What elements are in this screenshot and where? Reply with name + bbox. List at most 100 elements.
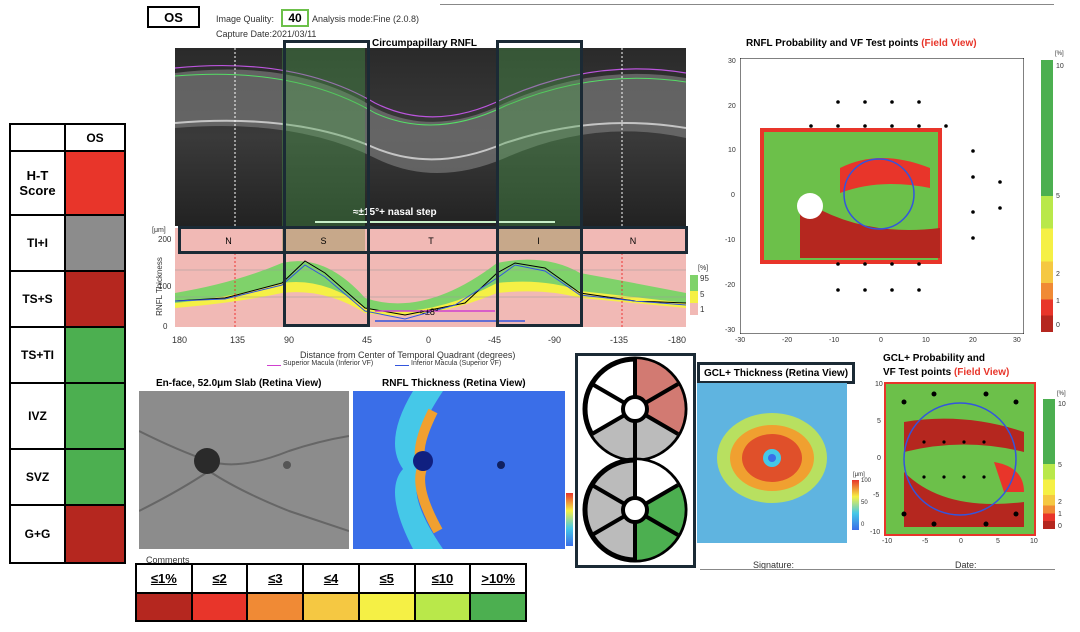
thickness-ytick-200: 200 — [158, 235, 172, 244]
rnfl-prob-xtick-30: 30 — [1013, 337, 1021, 344]
gcl-prob-xtick-0: 0 — [959, 538, 963, 545]
gcl-prob-ytick-neg10: -10 — [870, 529, 881, 536]
header-divider — [440, 4, 1054, 5]
gcl-prob-ytick-neg5: -5 — [873, 492, 880, 499]
gcl-thickness-title-box: GCL+ Thickness (Retina View) — [697, 362, 856, 384]
rnfl-prob-map — [740, 58, 1024, 334]
rnfl-prob-ytick-10: 10 — [728, 147, 736, 154]
quadrant-bar-box — [178, 226, 688, 254]
pct-tick-1: 1 — [700, 305, 705, 314]
gcl-thickness-map — [697, 383, 847, 543]
gcl-prob-scale-10: 10 — [1058, 401, 1066, 408]
score-name-ivz: IVZ — [11, 384, 66, 448]
enface-title: En-face, 52.0μm Slab (Retina View) — [156, 378, 322, 389]
rnfl-thickness-map-title: RNFL Thickness (Retina View) — [382, 378, 526, 389]
score-table: OS H-T Score TI+I TS+S TS+TI IVZ SVZ G+G — [9, 123, 126, 564]
score-name-tsti: TS+TI — [11, 328, 66, 382]
x-tick-neg180: -180 — [668, 335, 687, 345]
bscan-image — [175, 48, 686, 226]
rnfl-prob-xtick-neg10: -10 — [829, 337, 840, 344]
enface-image — [139, 391, 349, 549]
thickness-unit: [μm] — [152, 227, 166, 234]
score-name-svz: SVZ — [11, 450, 66, 504]
gcl-scale-100: 100 — [861, 478, 872, 484]
thickness-ytick-0: 0 — [163, 322, 168, 331]
rnfl-scale-0: 0 — [1056, 322, 1060, 329]
score-table-header: OS — [11, 125, 124, 152]
legend-label-1: ≤1% — [137, 565, 193, 592]
gcl-prob-scale-bar — [1043, 399, 1055, 529]
rnfl-prob-xtick-0: 0 — [879, 337, 883, 344]
score-row-tsti: TS+TI — [11, 328, 124, 384]
score-cell-gg — [66, 506, 124, 562]
gcl-prob-scale-0: 0 — [1058, 523, 1062, 530]
score-cell-svz — [66, 450, 124, 504]
rnfl-prob-ytick-0: 0 — [731, 192, 735, 199]
pct-scale — [690, 275, 698, 315]
score-row-tii: TI+I — [11, 216, 124, 272]
x-tick-neg135: -135 — [610, 335, 629, 345]
legend-swatch-5 — [359, 593, 416, 620]
score-row-tss: TS+S — [11, 272, 124, 328]
score-row-ht: H-T Score — [11, 152, 124, 216]
score-cell-tii — [66, 216, 124, 270]
thickness-xlabel: Distance from Center of Temporal Quadran… — [300, 350, 516, 360]
score-name-ht: H-T Score — [11, 152, 66, 214]
gcl-prob-map — [884, 382, 1036, 536]
score-name-gg: G+G — [11, 506, 66, 562]
legend-swatch-4 — [304, 593, 360, 620]
score-row-gg: G+G — [11, 506, 124, 562]
rnfl-scale-5: 5 — [1056, 193, 1060, 200]
gcl-prob-xtick-neg10: -10 — [882, 538, 893, 545]
rnfl-prob-ytick-20: 20 — [728, 103, 736, 110]
gcl-prob-scale-1: 1 — [1058, 511, 1062, 518]
gcl-thickness-title: GCL+ Thickness (Retina View) — [704, 367, 849, 379]
comments-label: Comments — [146, 555, 190, 565]
signature-label: Signature: — [753, 560, 795, 570]
quadrant-bar: N S T I N — [175, 228, 686, 253]
gcl-prob-xtick-neg5: -5 — [922, 538, 929, 545]
legend-swatch-1 — [137, 593, 193, 620]
gcl-prob-title-1: GCL+ Probability and — [883, 353, 985, 364]
rnfl-prob-xtick-neg20: -20 — [782, 337, 793, 344]
score-name-tii: TI+I — [11, 216, 66, 270]
legend-inferior: Inferior Macula (Superior VF) — [411, 360, 502, 367]
gcl-prob-xtick-5: 5 — [996, 538, 1000, 545]
rnfl-scale-2: 2 — [1056, 271, 1060, 278]
rnfl-prob-xtick-10: 10 — [922, 337, 930, 344]
rnfl-prob-ytick-neg20: -20 — [725, 282, 736, 289]
x-tick-45: 45 — [362, 335, 373, 345]
angle-annotation: ≈±8° — [420, 307, 439, 317]
gcl-scale-unit: [μm] — [853, 472, 865, 478]
rnfl-prob-ytick-neg30: -30 — [725, 327, 736, 334]
quadrant-n-right: N — [629, 235, 637, 246]
legend-swatch-2 — [192, 593, 249, 620]
legend-superior-swatch — [267, 365, 281, 366]
rnfl-scale-1: 1 — [1056, 298, 1060, 305]
quadrant-i: I — [497, 228, 580, 253]
rnfl-prob-xtick-20: 20 — [969, 337, 977, 344]
footer-divider — [700, 569, 1055, 570]
score-cell-ivz — [66, 384, 124, 448]
legend-label-10: ≤10 — [416, 565, 472, 592]
rnfl-prob-ytick-30: 30 — [728, 58, 736, 65]
gcl-scale-bar — [852, 480, 859, 530]
thickness-graph — [175, 253, 686, 327]
rnfl-scale-unit: [%] — [1055, 51, 1064, 57]
legend-superior: Superior Macula (Inferior VF) — [283, 360, 374, 367]
gcl-prob-ytick-0: 0 — [877, 455, 881, 462]
rnfl-scale-bar — [1041, 60, 1053, 332]
pct-unit: [%] — [698, 265, 709, 272]
analysis-mode: Analysis mode:Fine (2.0.8) — [312, 14, 420, 24]
x-tick-90: 90 — [284, 335, 295, 345]
gcl-prob-ytick-10: 10 — [875, 381, 883, 388]
image-quality-value: 40 — [281, 9, 309, 27]
legend-label-5: ≤5 — [360, 565, 416, 592]
rnfl-prob-title: RNFL Probability and VF Test points (Fie… — [746, 38, 977, 49]
gcl-prob-title-2: VF Test points (Field View) — [883, 367, 1010, 378]
gcl-prob-ytick-5: 5 — [877, 418, 881, 425]
legend-swatch-10 — [415, 593, 472, 620]
date-label: Date: — [955, 560, 977, 570]
gcl-prob-scale-5: 5 — [1058, 462, 1062, 469]
legend-label-over10: >10% — [481, 570, 515, 586]
